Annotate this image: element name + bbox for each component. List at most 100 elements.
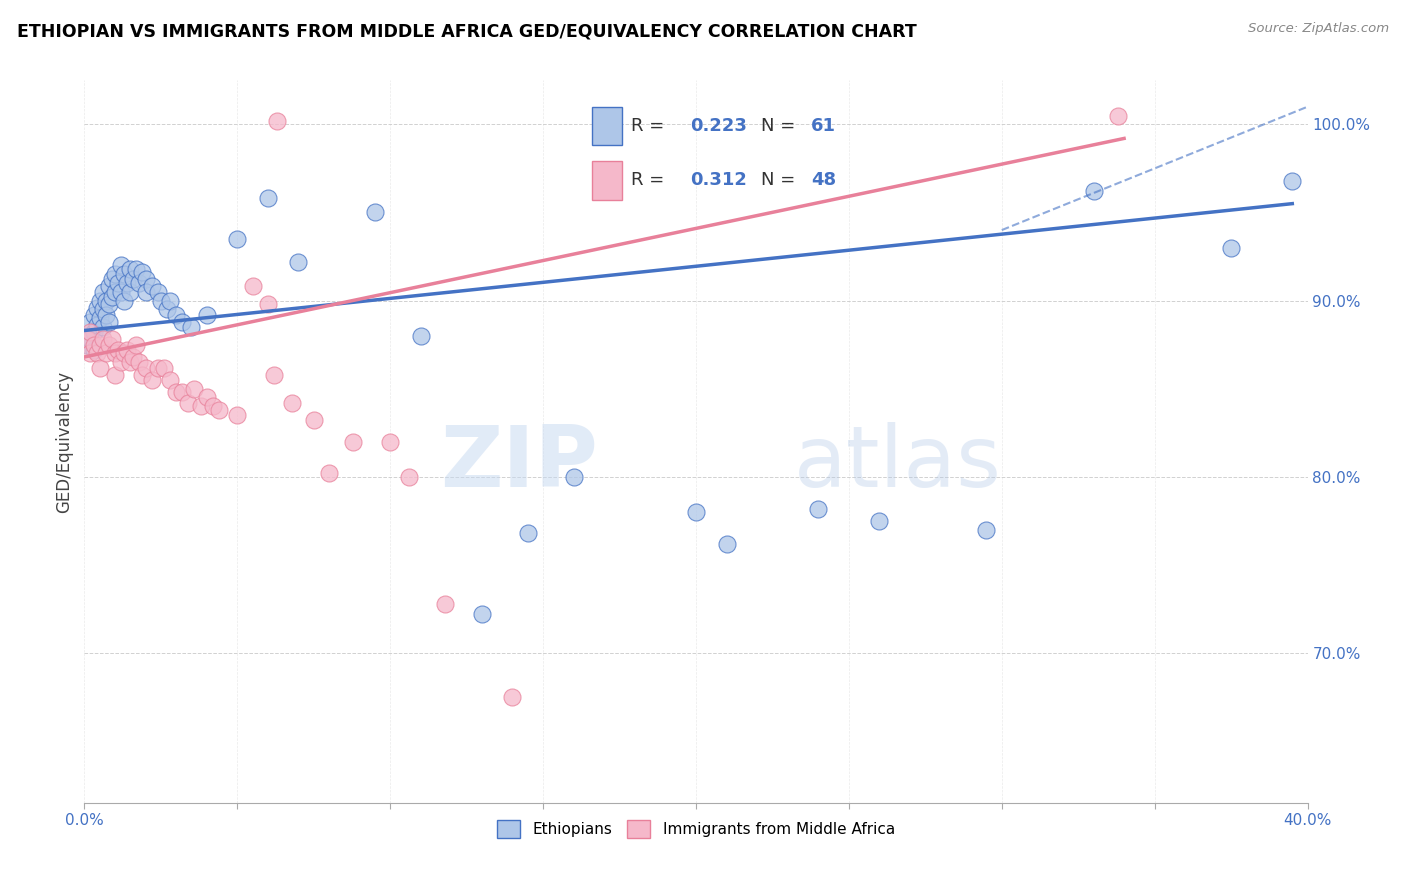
Text: 61: 61 — [811, 117, 835, 136]
Text: 0.312: 0.312 — [690, 171, 747, 189]
Point — [146, 285, 169, 299]
Point — [398, 470, 420, 484]
Point — [101, 272, 124, 286]
Point — [128, 276, 150, 290]
Y-axis label: GED/Equivalency: GED/Equivalency — [55, 370, 73, 513]
Point — [562, 470, 585, 484]
Point — [91, 320, 114, 334]
Point — [226, 408, 249, 422]
Point — [112, 346, 135, 360]
Point — [302, 413, 325, 427]
Point — [79, 346, 101, 360]
Point — [471, 607, 494, 622]
Point — [79, 332, 101, 346]
Text: ZIP: ZIP — [440, 422, 598, 505]
Point — [110, 285, 132, 299]
Text: N =: N = — [761, 171, 800, 189]
Point — [86, 318, 108, 333]
Point — [135, 272, 157, 286]
Point — [91, 332, 114, 346]
Point — [141, 279, 163, 293]
Point — [190, 399, 212, 413]
Point — [131, 265, 153, 279]
Point — [120, 261, 142, 276]
Point — [107, 343, 129, 357]
Point — [97, 297, 120, 311]
Point — [516, 526, 538, 541]
FancyBboxPatch shape — [592, 107, 621, 145]
Point — [156, 302, 179, 317]
Point — [257, 191, 280, 205]
Text: N =: N = — [761, 117, 800, 136]
Point — [101, 332, 124, 346]
Point — [104, 368, 127, 382]
Point — [242, 279, 264, 293]
Point — [434, 597, 457, 611]
Point — [122, 350, 145, 364]
Point — [112, 267, 135, 281]
Point — [146, 360, 169, 375]
Point — [91, 302, 114, 317]
Point — [172, 385, 194, 400]
Point — [97, 315, 120, 329]
Text: R =: R = — [631, 171, 669, 189]
Point — [83, 326, 105, 340]
Point — [83, 308, 105, 322]
Point — [110, 355, 132, 369]
Point — [79, 315, 101, 329]
Point — [208, 402, 231, 417]
FancyBboxPatch shape — [592, 161, 621, 200]
Point — [107, 276, 129, 290]
Point — [165, 308, 187, 322]
Point — [83, 337, 105, 351]
Point — [97, 279, 120, 293]
Point — [79, 326, 101, 340]
Point — [120, 285, 142, 299]
Point — [115, 276, 138, 290]
Point — [131, 368, 153, 382]
Point — [342, 434, 364, 449]
Point — [1083, 184, 1105, 198]
Point — [104, 267, 127, 281]
Point — [149, 293, 172, 308]
Point — [266, 113, 288, 128]
Point — [807, 501, 830, 516]
Point — [1107, 109, 1129, 123]
Point — [141, 373, 163, 387]
Point — [101, 290, 124, 304]
Point — [83, 343, 105, 357]
Point — [287, 254, 309, 268]
Point — [94, 346, 117, 360]
Point — [89, 293, 111, 308]
Point — [172, 315, 194, 329]
Text: R =: R = — [631, 117, 669, 136]
Point — [159, 293, 181, 308]
Point — [263, 368, 285, 382]
Point — [112, 293, 135, 308]
Point — [685, 505, 707, 519]
Legend: Ethiopians, Immigrants from Middle Africa: Ethiopians, Immigrants from Middle Afric… — [489, 813, 903, 846]
Point — [135, 285, 157, 299]
Point — [128, 355, 150, 369]
Point — [125, 261, 148, 276]
Point — [76, 337, 98, 351]
Point — [165, 385, 187, 400]
Point — [76, 328, 98, 343]
Point — [976, 523, 998, 537]
Point — [89, 337, 111, 351]
Point — [1220, 241, 1243, 255]
Point — [159, 373, 181, 387]
Point — [195, 308, 218, 322]
Point — [86, 301, 108, 315]
Point — [76, 332, 98, 346]
Point — [183, 382, 205, 396]
Point — [281, 396, 304, 410]
Text: 0.223: 0.223 — [690, 117, 747, 136]
Point — [86, 346, 108, 360]
Point — [122, 272, 145, 286]
Point — [502, 690, 524, 704]
Point — [110, 258, 132, 272]
Point — [364, 205, 387, 219]
Point — [120, 355, 142, 369]
Point — [97, 337, 120, 351]
